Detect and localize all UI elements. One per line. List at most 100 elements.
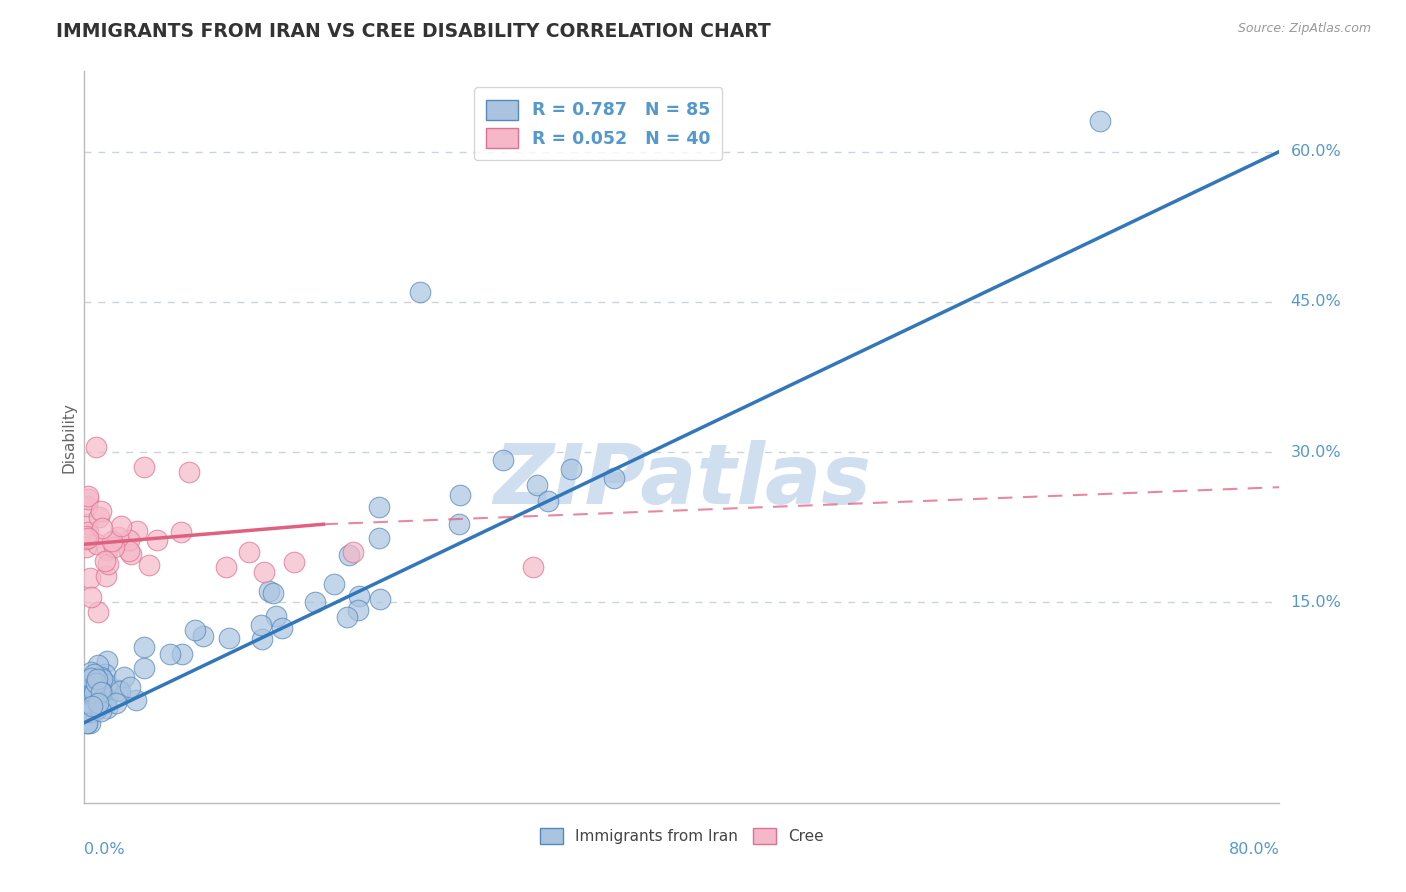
Point (80, 690, 103, 705)
Point (526, 478, 548, 492)
Point (537, 494, 560, 508)
Point (259, 583, 281, 598)
Point (75, 529, 97, 543)
Point (368, 592, 391, 607)
Point (118, 680, 141, 694)
Point (75, 532, 97, 546)
Point (86, 673, 108, 687)
Point (86, 536, 108, 550)
Point (90, 503, 112, 517)
Point (76, 531, 98, 545)
Point (94, 568, 117, 582)
Point (91, 672, 114, 686)
Point (83, 667, 105, 681)
Point (79, 715, 101, 730)
Point (83, 689, 105, 703)
Point (84, 676, 107, 690)
Point (77, 681, 100, 696)
Point (342, 545, 364, 559)
Point (145, 533, 167, 547)
Point (218, 631, 240, 645)
Point (409, 285, 432, 299)
Text: 30.0%: 30.0% (1291, 444, 1341, 459)
Point (270, 621, 292, 635)
Point (76, 681, 98, 695)
Point (77, 696, 100, 710)
Point (323, 576, 346, 591)
Point (283, 555, 305, 569)
Point (103, 540, 125, 554)
Text: 15.0%: 15.0% (1291, 595, 1341, 610)
Point (125, 692, 148, 706)
Point (90, 704, 112, 718)
Point (90, 685, 112, 699)
Point (347, 602, 370, 616)
Point (75, 541, 97, 555)
Text: 60.0%: 60.0% (1291, 144, 1341, 159)
Point (94, 667, 117, 681)
Point (97, 681, 120, 696)
Point (127, 524, 149, 539)
Point (76, 715, 98, 730)
Point (250, 632, 273, 646)
Point (94, 554, 117, 568)
Point (76, 703, 98, 717)
Point (100, 533, 122, 548)
Point (87, 670, 110, 684)
Point (177, 465, 200, 479)
Text: 80.0%: 80.0% (1229, 842, 1279, 856)
Point (96, 654, 118, 668)
Point (77, 491, 100, 506)
Point (83, 701, 105, 715)
Point (96, 701, 118, 715)
Point (368, 500, 391, 514)
Legend: Immigrants from Iran, Cree: Immigrants from Iran, Cree (534, 822, 830, 850)
Point (138, 558, 160, 572)
Point (96, 677, 118, 691)
Y-axis label: Disability: Disability (60, 401, 76, 473)
Point (336, 610, 359, 624)
Point (110, 684, 132, 698)
Text: IMMIGRANTS FROM IRAN VS CREE DISABILITY CORRELATION CHART: IMMIGRANTS FROM IRAN VS CREE DISABILITY … (56, 22, 770, 41)
Point (87, 683, 110, 698)
Point (304, 595, 326, 609)
Point (77, 690, 100, 704)
Point (90, 684, 112, 698)
Point (159, 648, 181, 662)
Point (76, 715, 98, 730)
Point (337, 548, 360, 562)
Text: 0.0%: 0.0% (84, 842, 125, 856)
Point (80, 665, 103, 679)
Text: 45.0%: 45.0% (1291, 294, 1341, 310)
Point (76, 489, 98, 503)
Point (110, 519, 132, 533)
Point (264, 609, 287, 624)
Point (238, 545, 260, 559)
Point (94, 697, 117, 711)
Point (118, 533, 141, 547)
Point (1090, 114, 1112, 128)
Point (80, 699, 103, 714)
Point (97, 557, 120, 571)
Point (90, 521, 112, 535)
Point (120, 547, 142, 561)
Point (87, 657, 110, 672)
Point (522, 560, 544, 574)
Point (86, 440, 108, 454)
Point (76, 500, 98, 514)
Point (602, 471, 624, 485)
Point (132, 640, 156, 655)
Point (118, 544, 141, 558)
Point (82, 684, 104, 698)
Point (87, 606, 110, 620)
Point (79, 570, 101, 584)
Point (79, 705, 101, 719)
Point (86, 702, 108, 716)
Point (170, 525, 193, 540)
Point (89, 510, 111, 524)
Point (86, 698, 108, 712)
Point (250, 617, 273, 632)
Point (87, 696, 110, 710)
Point (82, 681, 104, 696)
Point (262, 585, 284, 599)
